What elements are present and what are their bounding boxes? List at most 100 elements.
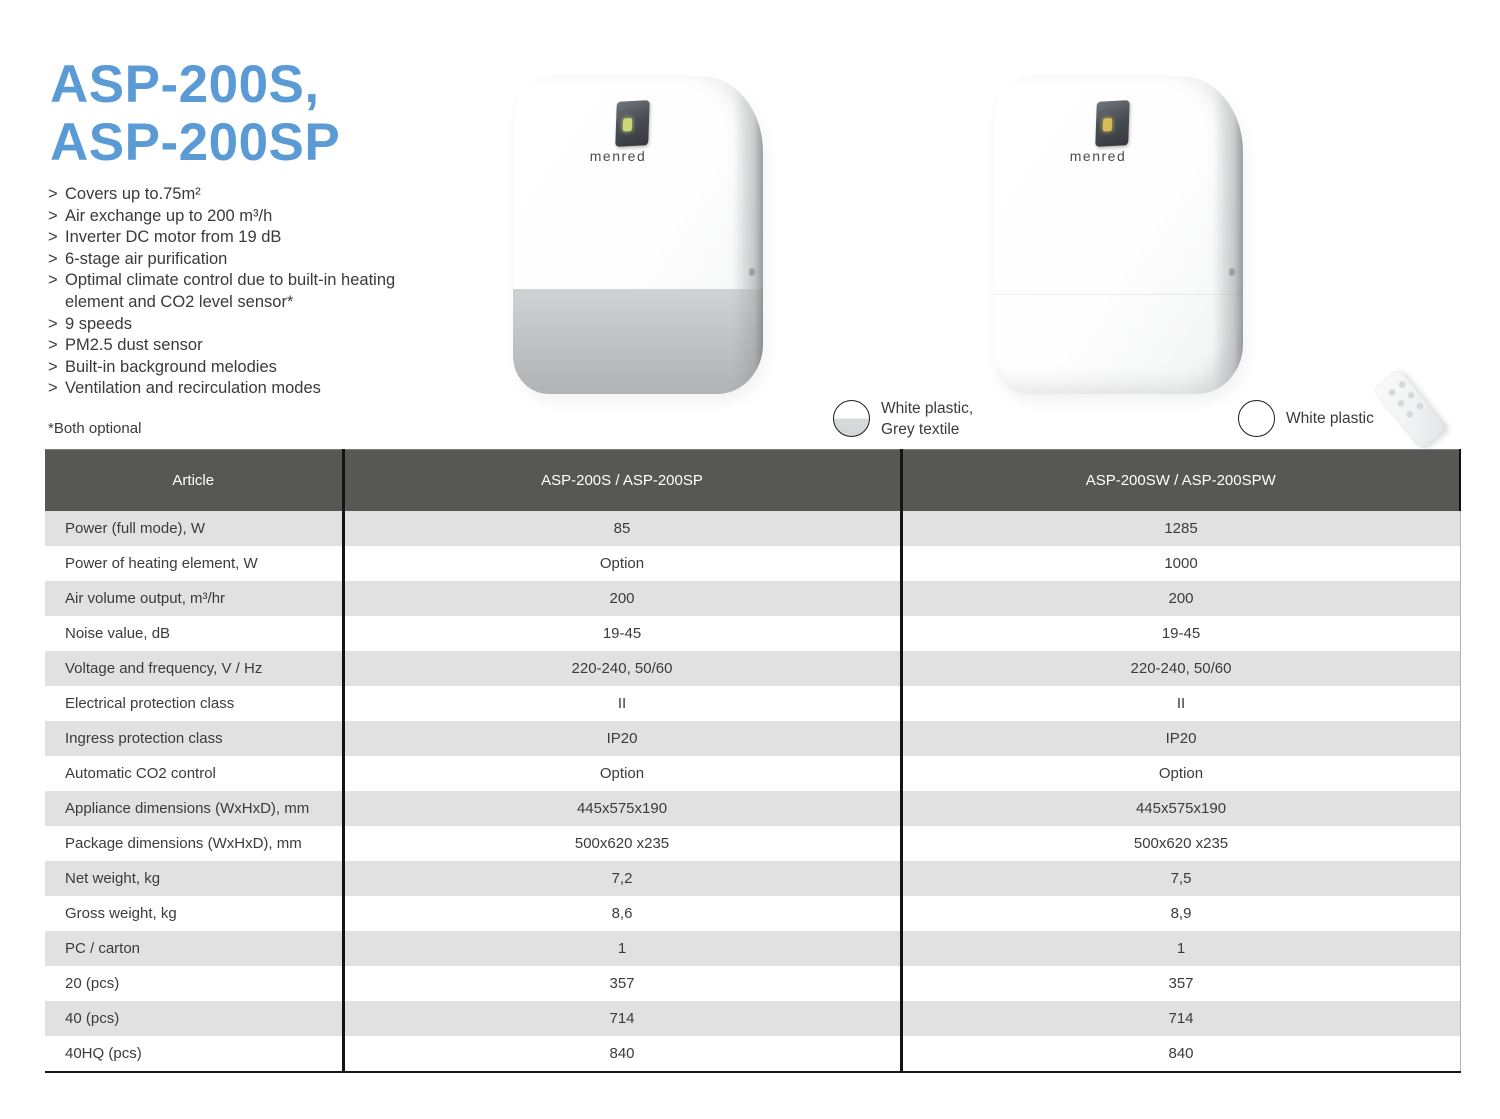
table-row: Automatic CO2 control Option Option [45, 756, 1461, 791]
device-display [1094, 100, 1130, 148]
table-row: Electrical protection class II II [45, 686, 1461, 721]
row-value: II [341, 686, 901, 721]
feature-text: Built-in background melodies [65, 357, 277, 376]
remote-control-image [1372, 367, 1448, 451]
table-row: Air volume output, m³/hr 200 200 [45, 581, 1461, 616]
feature-text: 9 speeds [65, 314, 132, 333]
device-logo: menred [1069, 147, 1127, 164]
device-side-shadow [1213, 76, 1243, 394]
feature-text: Optimal climate control due to built-in … [65, 271, 396, 311]
table-row: Power of heating element, W Option 1000 [45, 546, 1461, 581]
device-led-icon [1102, 118, 1112, 132]
chevron-bullet-icon: > [48, 206, 58, 225]
feature-item: > PM2.5 dust sensor [48, 335, 444, 357]
row-value: 1000 [899, 546, 1461, 581]
swatch-label-line1: White plastic, [881, 400, 974, 417]
page-title-line1: ASP-200S, [50, 55, 320, 114]
chevron-bullet-icon: > [48, 271, 58, 290]
feature-item: > Covers up to.75m² [48, 184, 444, 206]
column-header-article: Article [45, 449, 343, 511]
row-label: Noise value, dB [65, 625, 171, 642]
remote-buttons-icon [1379, 375, 1428, 426]
row-label: Air volume output, m³/hr [45, 581, 343, 616]
row-value: 7,2 [341, 861, 901, 896]
feature-text: 6-stage air purification [65, 249, 228, 268]
row-value: 1 [899, 931, 1461, 966]
column-header-asp200s: ASP-200S / ASP-200SP [341, 449, 901, 511]
table-row: Net weight, kg 7,2 7,5 [45, 861, 1461, 896]
row-value: 8,9 [899, 896, 1461, 931]
row-value: 840 [341, 1036, 901, 1073]
row-label: Electrical protection class [65, 695, 235, 712]
product-image-asp200sw: menred [993, 76, 1243, 394]
chevron-bullet-icon: > [48, 336, 58, 355]
row-value: 1285 [899, 511, 1461, 546]
row-value: 19-45 [899, 616, 1461, 651]
row-value: 714 [899, 1001, 1461, 1036]
row-value: Option [899, 756, 1461, 791]
feature-item: > Ventilation and recirculation modes [48, 378, 444, 400]
row-label: Package dimensions (WxHxD), mm [65, 835, 302, 852]
row-value: IP20 [341, 721, 901, 756]
page-title-line2: ASP-200SP [50, 113, 341, 173]
device-grey-textile-panel [513, 289, 763, 394]
chevron-bullet-icon: > [48, 314, 58, 333]
device-side-shadow [733, 76, 763, 394]
row-value: 85 [341, 511, 901, 546]
swatch-label-line2: Grey textile [881, 421, 960, 438]
table-row: 20 (pcs) 357 357 [45, 966, 1461, 1001]
row-label: Power (full mode), W [45, 511, 343, 546]
table-row: Power (full mode), W 85 1285 [45, 511, 1461, 546]
row-value: 445x575x190 [341, 791, 901, 826]
feature-item: > Built-in background melodies [48, 357, 444, 379]
swatch-label: White plastic, Grey textile [881, 398, 973, 440]
table-row: Ingress protection class IP20 IP20 [45, 721, 1461, 756]
table-row: Noise value, dB 19-45 19-45 [45, 616, 1461, 651]
row-label: 40 (pcs) [45, 1001, 343, 1036]
feature-text: Covers up to.75m² [65, 185, 201, 203]
row-value: 8,6 [341, 896, 901, 931]
feature-text: Air exchange up to 200 m³/h [65, 206, 273, 225]
spec-table: Article ASP-200S / ASP-200SP ASP-200SW /… [45, 449, 1461, 1073]
device-body: menred [993, 76, 1243, 394]
row-value: IP20 [899, 721, 1461, 756]
row-value: 500x620 x235 [341, 826, 901, 861]
row-value: 714 [341, 1001, 901, 1036]
table-row: 40HQ (pcs) 840 840 [45, 1036, 1461, 1073]
chevron-bullet-icon: > [48, 228, 58, 247]
feature-item: > Inverter DC motor from 19 dB [48, 227, 444, 249]
row-label: 20 (pcs) [65, 975, 120, 992]
feature-text: Ventilation and recirculation modes [65, 379, 321, 398]
row-label: Appliance dimensions (WxHxD), mm [45, 791, 343, 826]
feature-item: > Optimal climate control due to built-in… [48, 270, 444, 313]
row-label: Voltage and frequency, V / Hz [45, 651, 343, 686]
row-label: Ingress protection class [45, 721, 343, 756]
row-value: 357 [341, 966, 901, 1001]
row-value: 1 [341, 931, 901, 966]
row-value: 200 [341, 581, 901, 616]
row-value: 840 [899, 1036, 1461, 1073]
chevron-bullet-icon: > [48, 249, 58, 268]
chevron-bullet-icon: > [48, 185, 58, 203]
row-value: 357 [899, 966, 1461, 1001]
device-led-icon [622, 118, 632, 132]
row-label: Automatic CO2 control [65, 765, 216, 782]
table-row: Package dimensions (WxHxD), mm 500x620 x2… [45, 826, 1461, 861]
device-display [614, 100, 650, 148]
row-value: Option [341, 546, 901, 581]
table-row: 40 (pcs) 714 714 [45, 1001, 1461, 1036]
swatch-label: White plastic [1286, 410, 1374, 427]
footnote: *Both optional [48, 420, 142, 437]
row-label: 40HQ (pcs) [45, 1036, 343, 1073]
device-panel-seam [993, 294, 1243, 296]
device-body: menred [513, 76, 763, 394]
feature-item: > Air exchange up to 200 m³/h [48, 206, 444, 228]
color-swatch-white-grey-icon [833, 400, 870, 437]
color-swatch-white-icon [1238, 400, 1275, 437]
row-value: 445x575x190 [899, 791, 1461, 826]
row-value: Option [341, 756, 901, 791]
row-label: Net weight, kg [45, 861, 343, 896]
row-value: 500x620 x235 [899, 826, 1461, 861]
row-label: Power of heating element, W [65, 555, 258, 572]
spec-table-header-row: Article ASP-200S / ASP-200SP ASP-200SW /… [45, 449, 1461, 511]
